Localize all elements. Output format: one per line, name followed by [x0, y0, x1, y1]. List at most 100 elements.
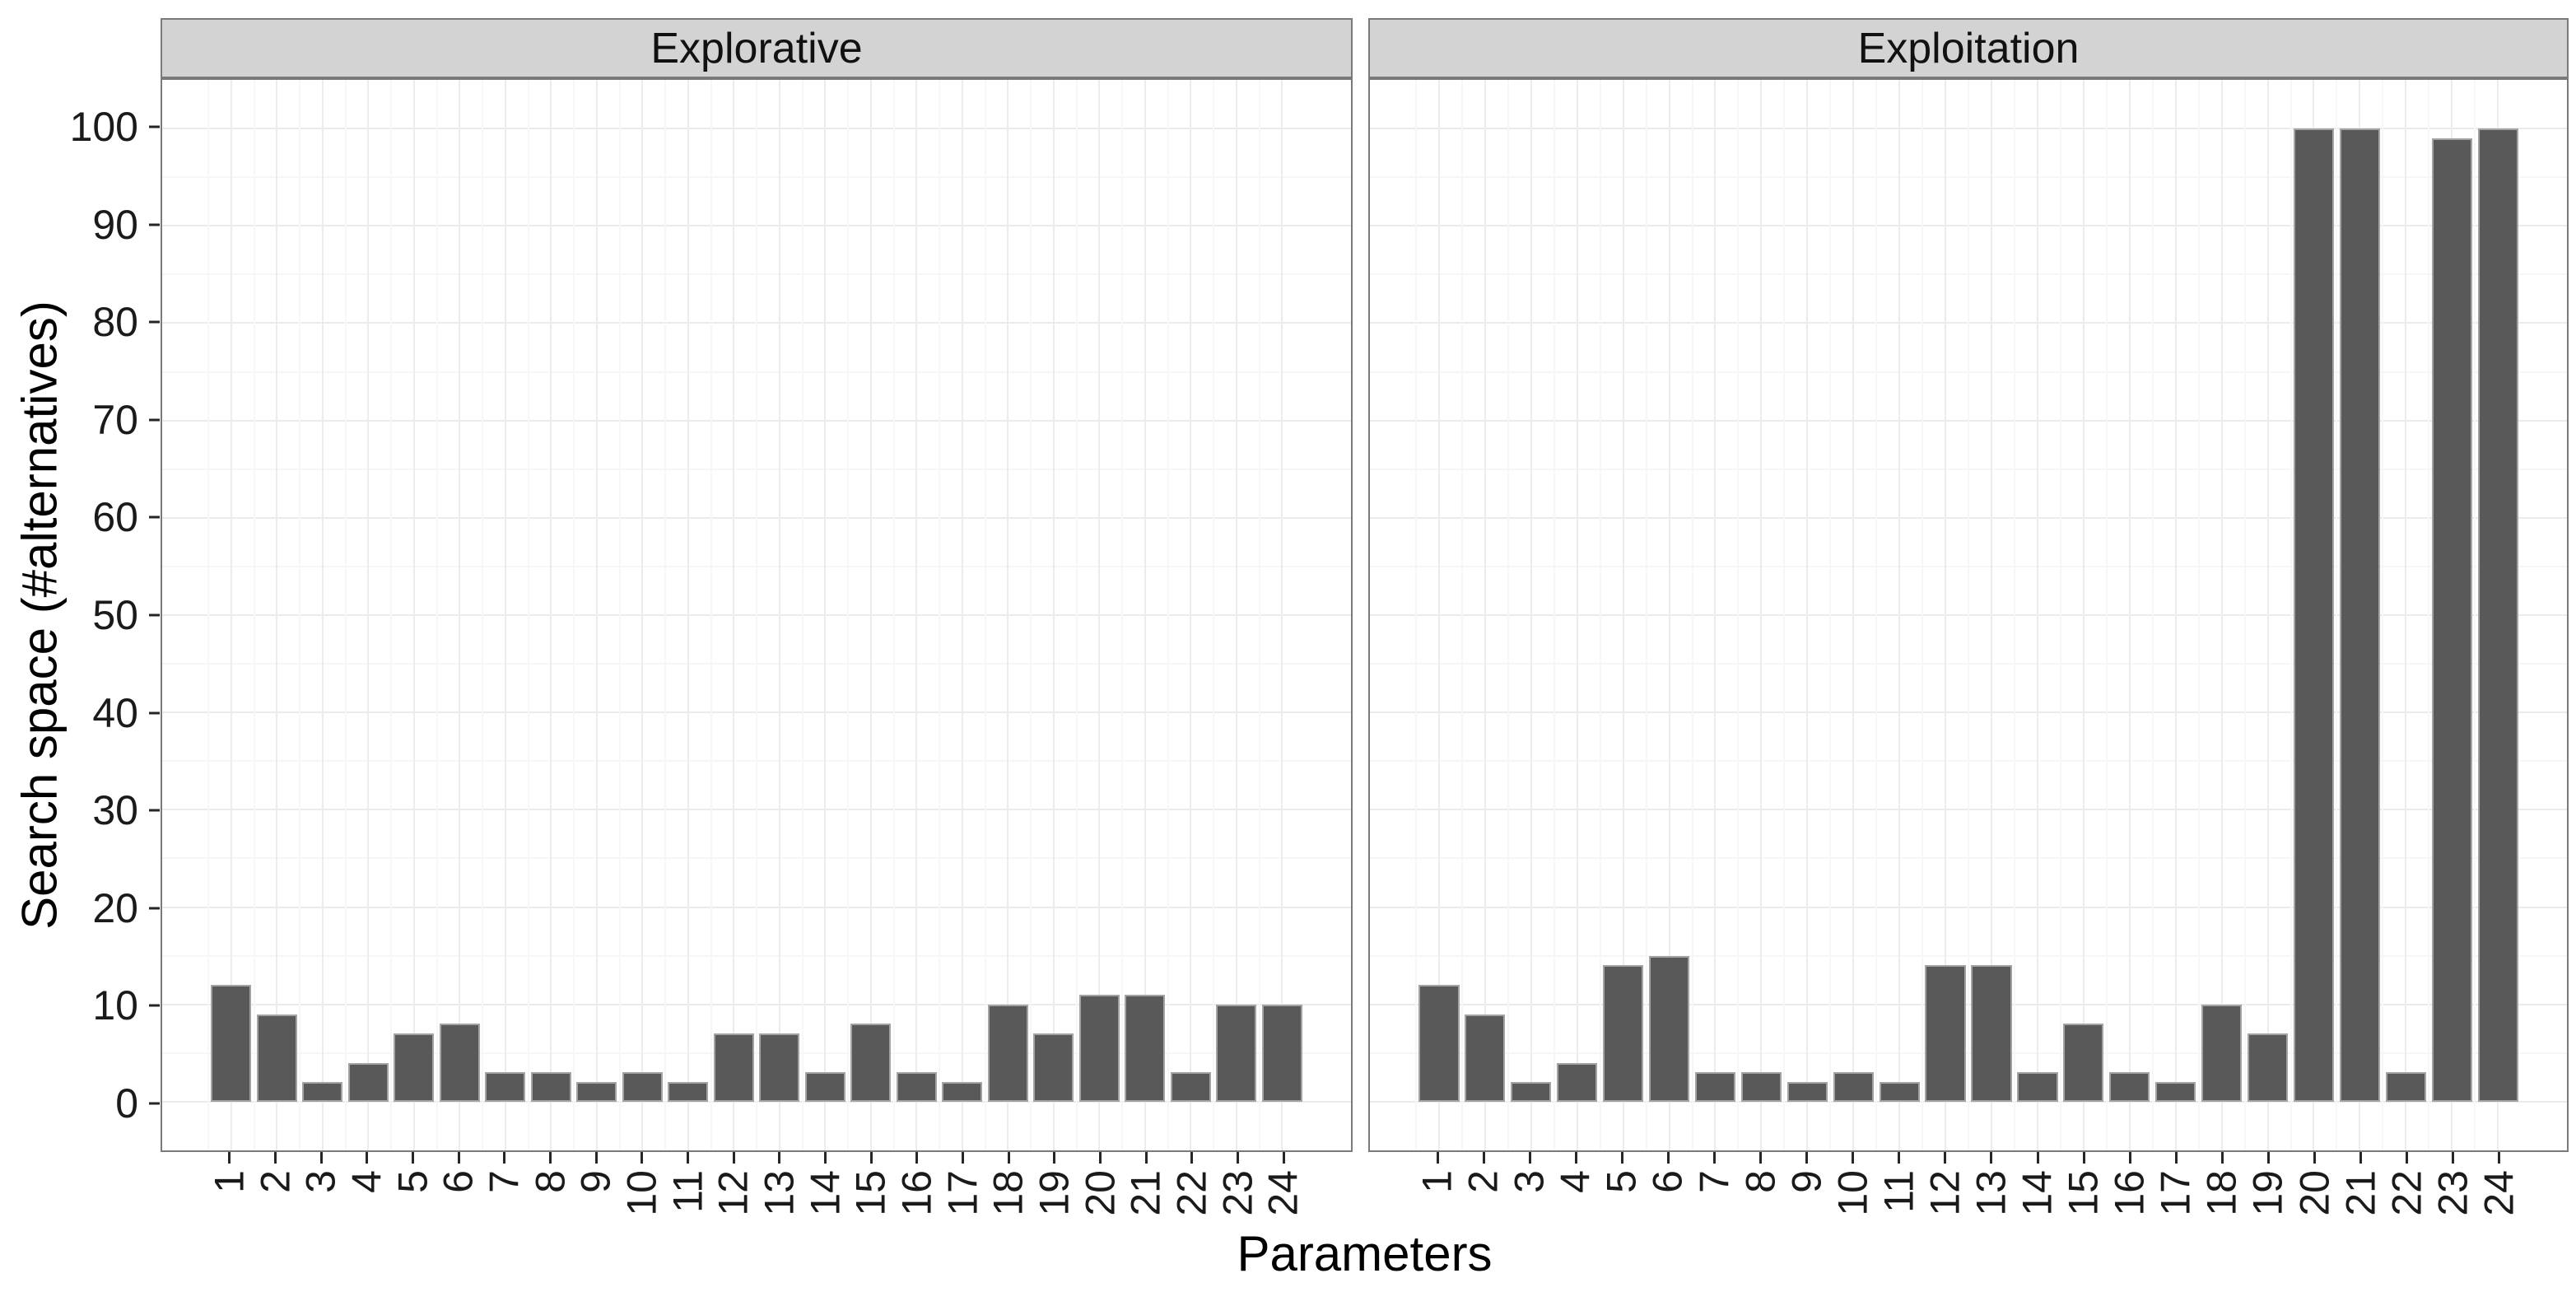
x-tick-label: 16: [2106, 1170, 2153, 1216]
x-tick-label: 23: [1214, 1170, 1261, 1216]
x-tick: [1620, 1152, 1623, 1164]
x-slot: 3: [298, 1152, 344, 1259]
x-tick: [915, 1152, 919, 1164]
y-tick-label: 100: [69, 104, 138, 151]
x-tick: [1805, 1152, 1809, 1164]
y-tick: [149, 711, 160, 715]
x-slot: 12: [710, 1152, 757, 1259]
x-slot: 2: [252, 1152, 299, 1259]
x-tick-label: 11: [1875, 1170, 1922, 1213]
x-tick-label: 18: [2198, 1170, 2245, 1216]
x-slot: 7: [481, 1152, 528, 1259]
facet-strip-label: Exploitation: [1857, 24, 2080, 72]
slot-explorative-4: [344, 80, 392, 1150]
x-slot: 1: [1414, 1152, 1460, 1259]
y-tick-label: 70: [92, 396, 138, 443]
x-tick-label: 13: [756, 1170, 803, 1216]
x-slot: 3: [1507, 1152, 1553, 1259]
slot-exploitation-24: [2474, 80, 2521, 1150]
x-tick-label: 23: [2429, 1170, 2476, 1216]
x-slot: 19: [1031, 1152, 1078, 1259]
y-tick: [149, 418, 160, 422]
bar-explorative-1: [211, 985, 252, 1102]
y-tick: [149, 1102, 160, 1105]
x-tick: [1144, 1152, 1148, 1164]
slot-explorative-20: [1075, 80, 1123, 1150]
x-tick-label: 2: [1460, 1170, 1507, 1193]
x-slot: 14: [2015, 1152, 2061, 1259]
x-slot: 10: [618, 1152, 665, 1259]
slot-explorative-16: [892, 80, 940, 1150]
slot-exploitation-14: [2013, 80, 2061, 1150]
x-tick: [2359, 1152, 2363, 1164]
x-tick-label: 5: [1598, 1170, 1645, 1193]
x-slot: 1: [206, 1152, 253, 1259]
x-tick: [319, 1152, 323, 1164]
x-tick-label: 3: [1506, 1170, 1553, 1193]
x-slot: 4: [343, 1152, 390, 1259]
bar-explorative-20: [1078, 994, 1120, 1102]
bar-explorative-16: [896, 1072, 937, 1102]
x-tick: [824, 1152, 827, 1164]
x-tick-label: 14: [802, 1170, 849, 1216]
x-tick: [2498, 1152, 2501, 1164]
x-axis-exploitation: 1 2 3 4 5 6 7 8 9 10 11 12 13 14 15 16 17 18 19 20 21 22 23 24: [1414, 1152, 2522, 1259]
slot-explorative-12: [710, 80, 757, 1150]
bar-explorative-13: [759, 1033, 800, 1102]
x-slot: 15: [2061, 1152, 2107, 1259]
x-tick-label: 9: [1783, 1170, 1830, 1193]
x-tick: [2452, 1152, 2455, 1164]
x-slot: 19: [2245, 1152, 2291, 1259]
bar-explorative-8: [530, 1072, 571, 1102]
y-tick: [149, 125, 160, 128]
bar-explorative-17: [942, 1082, 983, 1102]
x-tick-label: 5: [389, 1170, 436, 1193]
bar-explorative-10: [622, 1072, 663, 1102]
slot-exploitation-15: [2059, 80, 2107, 1150]
bar-explorative-22: [1170, 1072, 1211, 1102]
bar-exploitation-16: [2109, 1072, 2150, 1102]
slot-exploitation-1: [1415, 80, 1462, 1150]
x-slot: 17: [2153, 1152, 2199, 1259]
bar-exploitation-7: [1694, 1072, 1736, 1102]
x-slot: 6: [436, 1152, 482, 1259]
x-tick: [2406, 1152, 2409, 1164]
x-slot: 8: [1737, 1152, 1784, 1259]
x-tick: [1482, 1152, 1485, 1164]
slot-exploitation-7: [1691, 80, 1739, 1150]
x-tick: [732, 1152, 735, 1164]
x-tick-label: 15: [847, 1170, 894, 1216]
x-tick-label: 24: [1260, 1170, 1307, 1216]
x-tick: [687, 1152, 690, 1164]
x-tick-label: 17: [939, 1170, 986, 1216]
x-tick: [778, 1152, 781, 1164]
x-tick: [1528, 1152, 1531, 1164]
facet-strip-exploitation: Exploitation: [1368, 18, 2569, 78]
bar-explorative-24: [1261, 1004, 1302, 1102]
panel-exploitation: [1368, 78, 2569, 1152]
x-tick-label: 20: [1077, 1170, 1124, 1216]
bar-exploitation-8: [1740, 1072, 1782, 1102]
slot-exploitation-4: [1553, 80, 1600, 1150]
y-tick-label: 90: [92, 201, 138, 248]
bar-explorative-4: [347, 1062, 389, 1102]
x-tick: [2036, 1152, 2039, 1164]
slot-explorative-9: [573, 80, 620, 1150]
slot-explorative-23: [1213, 80, 1260, 1150]
slot-exploitation-12: [1922, 80, 1968, 1150]
slot-explorative-18: [984, 80, 1032, 1150]
bar-explorative-2: [256, 1014, 297, 1102]
x-slot: 23: [1214, 1152, 1261, 1259]
x-tick-label: 18: [985, 1170, 1032, 1216]
x-tick-label: 7: [1691, 1170, 1737, 1193]
x-slot: 6: [1645, 1152, 1691, 1259]
x-tick-label: 19: [2244, 1170, 2291, 1216]
x-tick: [1713, 1152, 1716, 1164]
x-tick: [1436, 1152, 1439, 1164]
x-slot: 22: [1168, 1152, 1215, 1259]
x-tick: [549, 1152, 552, 1164]
x-slot: 21: [1123, 1152, 1169, 1259]
x-tick-label: 21: [2337, 1170, 2384, 1216]
slot-exploitation-21: [2336, 80, 2383, 1150]
x-slot: 10: [1829, 1152, 1876, 1259]
